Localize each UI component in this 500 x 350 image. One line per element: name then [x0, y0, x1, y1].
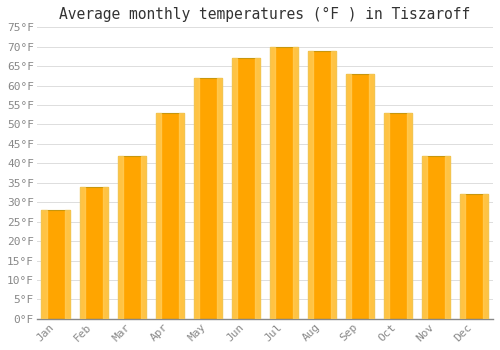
- Bar: [255, 58, 260, 319]
- Bar: [346, 74, 351, 319]
- Bar: [156, 113, 160, 319]
- Bar: [346, 74, 374, 319]
- Bar: [407, 113, 412, 319]
- Bar: [270, 47, 298, 319]
- Bar: [80, 187, 108, 319]
- Bar: [232, 58, 236, 319]
- Title: Average monthly temperatures (°F ) in Tiszaroff: Average monthly temperatures (°F ) in Ti…: [60, 7, 470, 22]
- Bar: [460, 195, 488, 319]
- Bar: [42, 210, 46, 319]
- Bar: [483, 195, 488, 319]
- Bar: [422, 156, 427, 319]
- Bar: [217, 78, 222, 319]
- Bar: [331, 51, 336, 319]
- Bar: [422, 156, 450, 319]
- Bar: [460, 195, 465, 319]
- Bar: [308, 51, 336, 319]
- Bar: [65, 210, 70, 319]
- Bar: [156, 113, 184, 319]
- Bar: [194, 78, 198, 319]
- Bar: [194, 78, 222, 319]
- Bar: [118, 156, 146, 319]
- Bar: [384, 113, 389, 319]
- Bar: [270, 47, 275, 319]
- Bar: [103, 187, 108, 319]
- Bar: [141, 156, 146, 319]
- Bar: [179, 113, 184, 319]
- Bar: [293, 47, 298, 319]
- Bar: [80, 187, 84, 319]
- Bar: [384, 113, 412, 319]
- Bar: [308, 51, 313, 319]
- Bar: [445, 156, 450, 319]
- Bar: [369, 74, 374, 319]
- Bar: [118, 156, 122, 319]
- Bar: [42, 210, 70, 319]
- Bar: [232, 58, 260, 319]
